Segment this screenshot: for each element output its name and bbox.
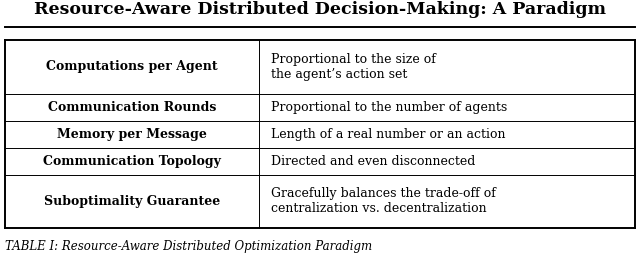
Text: Proportional to the size of
the agent’s action set: Proportional to the size of the agent’s … bbox=[271, 53, 436, 81]
Text: Directed and even disconnected: Directed and even disconnected bbox=[271, 155, 475, 167]
Text: Length of a real number or an action: Length of a real number or an action bbox=[271, 128, 505, 141]
Text: Proportional to the number of agents: Proportional to the number of agents bbox=[271, 101, 507, 114]
Text: TABLE I: Resource-Aware Distributed Optimization Paradigm: TABLE I: Resource-Aware Distributed Opti… bbox=[5, 240, 372, 253]
Text: Resource-Aware Distributed Decision-Making: A Paradigm: Resource-Aware Distributed Decision-Maki… bbox=[34, 1, 606, 18]
Text: Communication Topology: Communication Topology bbox=[44, 155, 221, 167]
Text: Gracefully balances the trade-off of
centralization vs. decentralization: Gracefully balances the trade-off of cen… bbox=[271, 187, 495, 215]
Text: Suboptimality Guarantee: Suboptimality Guarantee bbox=[44, 195, 220, 208]
Text: Memory per Message: Memory per Message bbox=[57, 128, 207, 141]
Text: Communication Rounds: Communication Rounds bbox=[48, 101, 216, 114]
Text: Computations per Agent: Computations per Agent bbox=[46, 60, 218, 73]
